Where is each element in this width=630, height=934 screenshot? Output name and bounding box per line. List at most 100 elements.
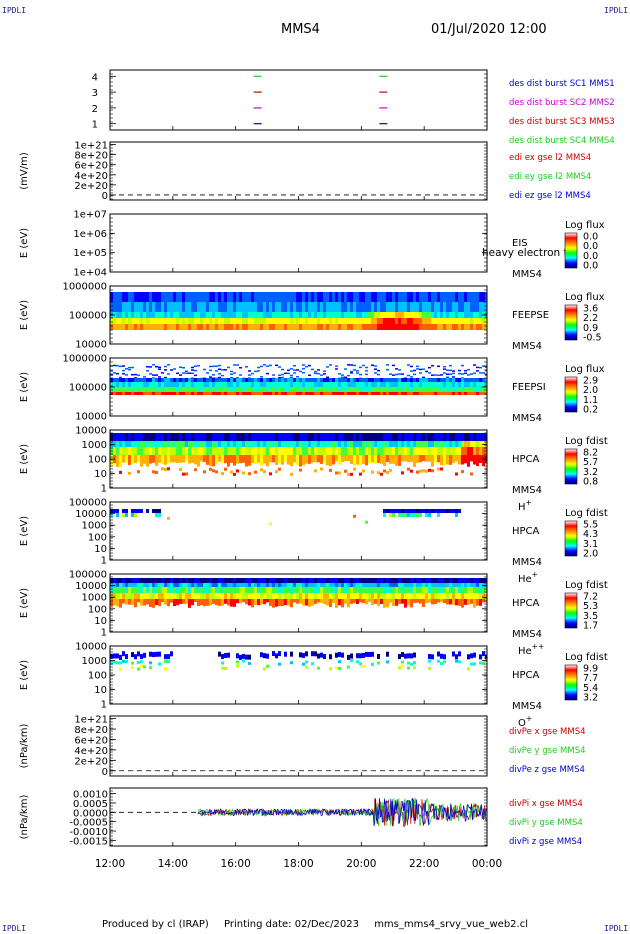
hpca_h-colorbar-tick: 5.7: [583, 457, 598, 468]
divpe-frame: [109, 715, 488, 777]
burst-legend-item: des dist burst SC2 MMS2: [509, 98, 615, 108]
burst-ytick: 4: [92, 72, 98, 83]
hpca_he1-ytick: 100: [88, 532, 107, 543]
hpca_h-species: H+: [518, 498, 532, 513]
divpe-ytick: 0: [102, 767, 108, 778]
hpca_o-ytick: 10: [94, 685, 107, 696]
hpca_he1-ytick: 10: [94, 544, 107, 555]
feepse-colorbar-title: Log flux: [565, 292, 605, 303]
hpca_h-ytick: 1: [101, 484, 107, 495]
burst-frame: [109, 69, 488, 131]
eis-instrument: EIS: [512, 238, 528, 249]
time-axis-tick: 00:00: [472, 858, 502, 870]
feepse-colorbar-tick: 3.6: [583, 304, 598, 315]
feepsi-frame: [109, 357, 488, 417]
feepsi-colorbar: [564, 376, 578, 413]
edi-ytick: 6e+20: [74, 161, 108, 172]
eis-ylabel: E (eV): [19, 228, 30, 258]
hpca_he1-colorbar-tick: 3.1: [583, 539, 598, 550]
hpca_he2-colorbar-tick: 5.3: [583, 601, 598, 612]
eis-frame: [109, 213, 488, 273]
feepse-spacecraft: MMS4: [512, 341, 542, 352]
hpca_o-spacecraft: MMS4: [512, 701, 542, 712]
hpca_o-frame: [109, 645, 488, 705]
corner-label-top-left: IPDLI: [2, 6, 27, 15]
edi-legend-item: edi ex gse l2 MMS4: [509, 153, 591, 163]
corner-label-bottom-right: IPDLI: [604, 924, 629, 933]
hpca_o-colorbar-tick: 7.7: [583, 673, 598, 684]
hpca_he1-instrument: HPCA: [512, 526, 540, 537]
edi-ytick: 4e+20: [74, 171, 108, 182]
feepsi-ytick: 10000: [75, 412, 107, 423]
hpca_he1-frame: [109, 501, 488, 561]
hpca_o-colorbar-tick: 5.4: [583, 683, 598, 694]
time-axis-tick: 12:00: [95, 858, 125, 870]
hpca_o-ytick: 10000: [75, 642, 107, 653]
feepsi-ytick: 100000: [69, 383, 107, 394]
hpca_he1-colorbar-tick: 2.0: [583, 549, 598, 560]
hpca_he2-ytick: 100: [88, 604, 107, 615]
feepse-spectrogram: [110, 292, 487, 330]
hpca_he2-colorbar-tick: 7.2: [583, 592, 598, 603]
divpi-legend-item: divPi y gse MMS4: [509, 818, 583, 828]
burst-legend-item: des dist burst SC3 MMS3: [509, 117, 615, 127]
feepse-ylabel: E (eV): [19, 300, 30, 330]
hpca_he2-ytick: 10000: [75, 581, 107, 592]
hpca_he1-colorbar-title: Log fdist: [565, 508, 608, 519]
hpca_he2-frame: [109, 573, 488, 633]
hpca_o-ytick: 1: [101, 700, 107, 711]
hpca_he1-ylabel: E (eV): [19, 516, 30, 546]
spacecraft-title: MMS4: [281, 22, 320, 37]
hpca_he2-ytick: 100000: [69, 570, 107, 581]
hpca_he2-colorbar: [564, 592, 578, 629]
hpca_he1-colorbar-tick: 4.3: [583, 529, 598, 540]
hpca_h-colorbar-tick: 0.8: [583, 477, 598, 488]
feepsi-colorbar-tick: 2.9: [583, 376, 598, 387]
divpe-ytick: 6e+20: [74, 735, 108, 746]
eis-colorbar-title: Log flux: [565, 220, 605, 231]
divpi-ytick: -0.0010: [69, 827, 108, 838]
footer-script-name: mms_mms4_srvy_vue_web2.cl: [374, 919, 528, 930]
feepsi-instrument: FEEPSI: [512, 382, 546, 393]
time-axis-tick: 18:00: [283, 858, 313, 870]
feepsi-ytick: 1000000: [62, 354, 107, 365]
hpca_o-instrument: HPCA: [512, 670, 540, 681]
hpca_he2-ytick: 1: [101, 628, 107, 639]
hpca_he1-colorbar: [564, 520, 578, 557]
feepse-colorbar-tick: 0.9: [583, 323, 598, 334]
hpca_h-ytick: 1000: [82, 440, 107, 451]
divpi-ytick: 0.0005: [73, 799, 108, 810]
feepse-ytick: 1000000: [62, 282, 107, 293]
divpe-ytick: 8e+20: [74, 725, 108, 736]
footer-produced-by: Produced by cl (IRAP): [102, 919, 209, 930]
feepse-colorbar-tick: 2.2: [583, 313, 598, 324]
edi-legend-item: edi ey gse l2 MMS4: [509, 172, 591, 182]
hpca_h-colorbar-tick: 3.2: [583, 467, 598, 478]
burst-ytick: 3: [92, 88, 98, 99]
hpca_o-colorbar-title: Log fdist: [565, 652, 608, 663]
feepsi-spectrogram: [110, 364, 487, 395]
divpe-legend-item: divPe y gse MMS4: [509, 746, 586, 756]
burst-ytick: 1: [92, 120, 98, 131]
footer: Produced by cl (IRAP) Printing date: 02/…: [0, 919, 630, 930]
hpca_he2-ylabel: E (eV): [19, 588, 30, 618]
feepsi-colorbar-tick: 0.2: [583, 405, 598, 416]
hpca_h-spacecraft: MMS4: [512, 485, 542, 496]
hpca_he2-colorbar-title: Log fdist: [565, 580, 608, 591]
eis-spacecraft: MMS4: [512, 269, 542, 280]
hpca_he2-spectrogram: [110, 578, 487, 608]
divpi-series-blue: [197, 797, 487, 827]
hpca_he1-ytick: 10000: [75, 509, 107, 520]
eis-colorbar-tick: 0.0: [583, 251, 598, 262]
divpe-legend-item: divPe x gse MMS4: [509, 727, 586, 737]
feepse-colorbar: [564, 304, 578, 341]
corner-label-top-right: IPDLI: [604, 6, 629, 15]
burst-legend-item: des dist burst SC1 MMS1: [509, 79, 615, 89]
hpca_he2-ytick: 10: [94, 616, 107, 627]
edi-ytick: 8e+20: [74, 151, 108, 162]
time-axis-tick: 22:00: [409, 858, 439, 870]
divpi-ylabel: (nPa/km): [19, 795, 30, 840]
hpca_h-colorbar: [564, 448, 578, 485]
feepse-ytick: 10000: [75, 340, 107, 351]
